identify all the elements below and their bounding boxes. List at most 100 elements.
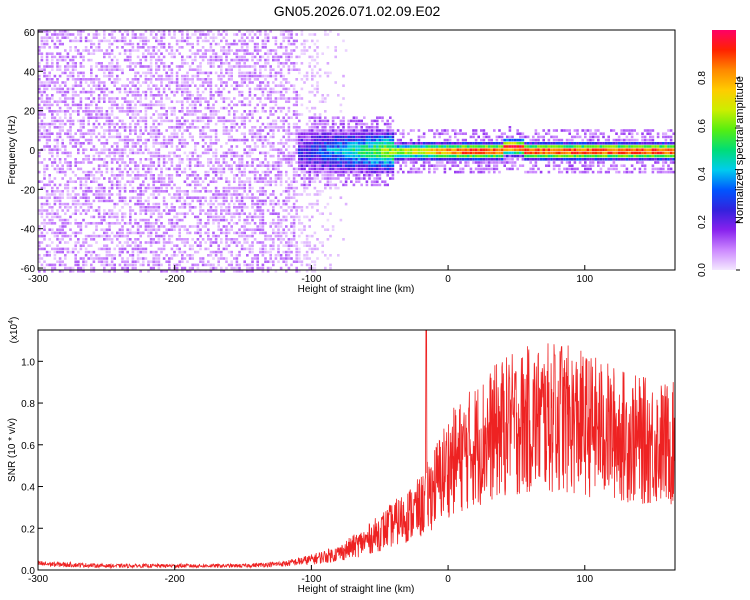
spectrogram-cell [207, 270, 210, 273]
spectrogram-cell [103, 215, 106, 219]
spectrogram-cell [329, 174, 332, 177]
spectrogram-cell [58, 148, 62, 151]
spectrogram-cell [118, 170, 122, 174]
spectrogram-cell [168, 135, 171, 139]
spectrogram-cell [324, 138, 327, 142]
spectrogram-cell [136, 231, 140, 235]
spectrogram-cell [217, 263, 220, 267]
spectrogram-cell [295, 62, 298, 65]
spectrogram-cell [152, 119, 155, 123]
spectrogram-cell [347, 132, 350, 135]
spectrogram-cell [272, 161, 275, 164]
spectrogram-cell [157, 55, 161, 59]
spectrogram-cell [196, 225, 200, 228]
spectrogram-cell [74, 196, 77, 199]
spectrogram-cell [318, 129, 322, 132]
spectrogram-cell [43, 87, 46, 91]
spectrogram-cell [305, 142, 309, 145]
spectrogram-cell [350, 151, 353, 155]
spectrogram-cell [129, 209, 132, 212]
spectrogram-cell [58, 84, 62, 87]
spectrogram-cell [329, 167, 332, 171]
spectrogram-cell [186, 62, 189, 65]
spectrogram-cell [142, 42, 145, 46]
spectrogram-cell [290, 42, 293, 46]
spectrogram-cell [118, 158, 122, 161]
spectrogram-cell [321, 52, 324, 55]
spectrogram-cell [56, 78, 59, 81]
spectrogram-cell [214, 129, 218, 132]
spectrogram-cell [298, 167, 301, 171]
spectrogram-cell [201, 90, 205, 94]
spectrogram-cell [352, 161, 356, 164]
spectrogram-cell [240, 138, 244, 142]
spectrogram-cell [209, 81, 213, 84]
spectrogram-cell [69, 215, 72, 219]
spectrogram-cell [71, 39, 75, 43]
spectrogram-cell [261, 55, 265, 59]
spectrogram-cell [152, 260, 155, 263]
spectrogram-cell [82, 49, 85, 52]
spectrogram-cell [108, 100, 111, 103]
spectrogram-cell [272, 55, 275, 59]
spectrogram-cell [45, 55, 49, 59]
spectrogram-cell [321, 145, 324, 148]
spectrogram-cell [240, 174, 244, 177]
spectrogram-cell [103, 260, 106, 263]
spectrogram-cell [313, 129, 317, 132]
spectrogram-cell [204, 186, 207, 190]
spectrogram-cell [344, 145, 348, 148]
spectrogram-cell [277, 218, 280, 222]
spectrogram-cell [84, 110, 88, 113]
spectrogram-cell [92, 158, 96, 161]
spectrogram-cell [308, 170, 311, 174]
spectrogram-cell [126, 110, 129, 113]
spectrogram-cell [165, 167, 168, 171]
spectrogram-cell [165, 49, 168, 52]
spectrogram-cell [181, 110, 184, 113]
spectrogram-cell [196, 49, 200, 52]
spectrogram-cell [360, 126, 363, 129]
spectrogram-cell [287, 39, 291, 43]
spectrogram-cell [324, 148, 327, 151]
spectrogram-cell [272, 202, 275, 206]
spectrogram-cell [365, 170, 369, 174]
spectrogram-cell [246, 270, 249, 273]
spectrogram-cell [61, 167, 64, 171]
spectrogram-cell [74, 90, 77, 94]
spectrogram-cell [77, 103, 80, 107]
spectrogram-cell [220, 196, 223, 199]
spectrogram-cell [259, 129, 262, 132]
spectrogram-cell [308, 167, 311, 171]
spectrogram-cell [238, 164, 241, 167]
spectrogram-cell [261, 225, 265, 228]
spectrogram-cell [134, 218, 137, 222]
spectrogram-cell [69, 33, 72, 36]
spectrogram-cell [142, 250, 145, 254]
spectrogram-cell [266, 74, 270, 78]
spectrogram-cell [113, 177, 116, 180]
spectrogram-cell [225, 206, 228, 209]
spectrogram-cell [363, 164, 366, 167]
spectrogram-cell [152, 97, 155, 100]
spectrogram-cell [235, 55, 239, 59]
spectrogram-cell [162, 106, 166, 110]
spectrogram-cell [212, 116, 215, 119]
spectrogram-cell [269, 266, 272, 270]
spectrogram-cell [292, 238, 296, 241]
spectrogram-cell [105, 170, 109, 174]
spectrogram-cell [363, 174, 366, 177]
spectrogram-cell [318, 135, 322, 139]
spectrogram-cell [285, 234, 288, 238]
spectrogram-cell [144, 190, 148, 193]
spectrogram-cell [186, 196, 189, 199]
spectrogram-cell [118, 132, 122, 135]
spectrogram-cell [212, 257, 215, 260]
spectrogram-cell [134, 151, 137, 155]
spectrogram-cell [269, 49, 272, 52]
spectrogram-cell [126, 113, 129, 116]
spectrogram-cell [194, 186, 197, 190]
spectrogram-cell [183, 228, 187, 231]
spectrogram-cell [243, 39, 246, 43]
spectrogram-cell [175, 90, 179, 94]
